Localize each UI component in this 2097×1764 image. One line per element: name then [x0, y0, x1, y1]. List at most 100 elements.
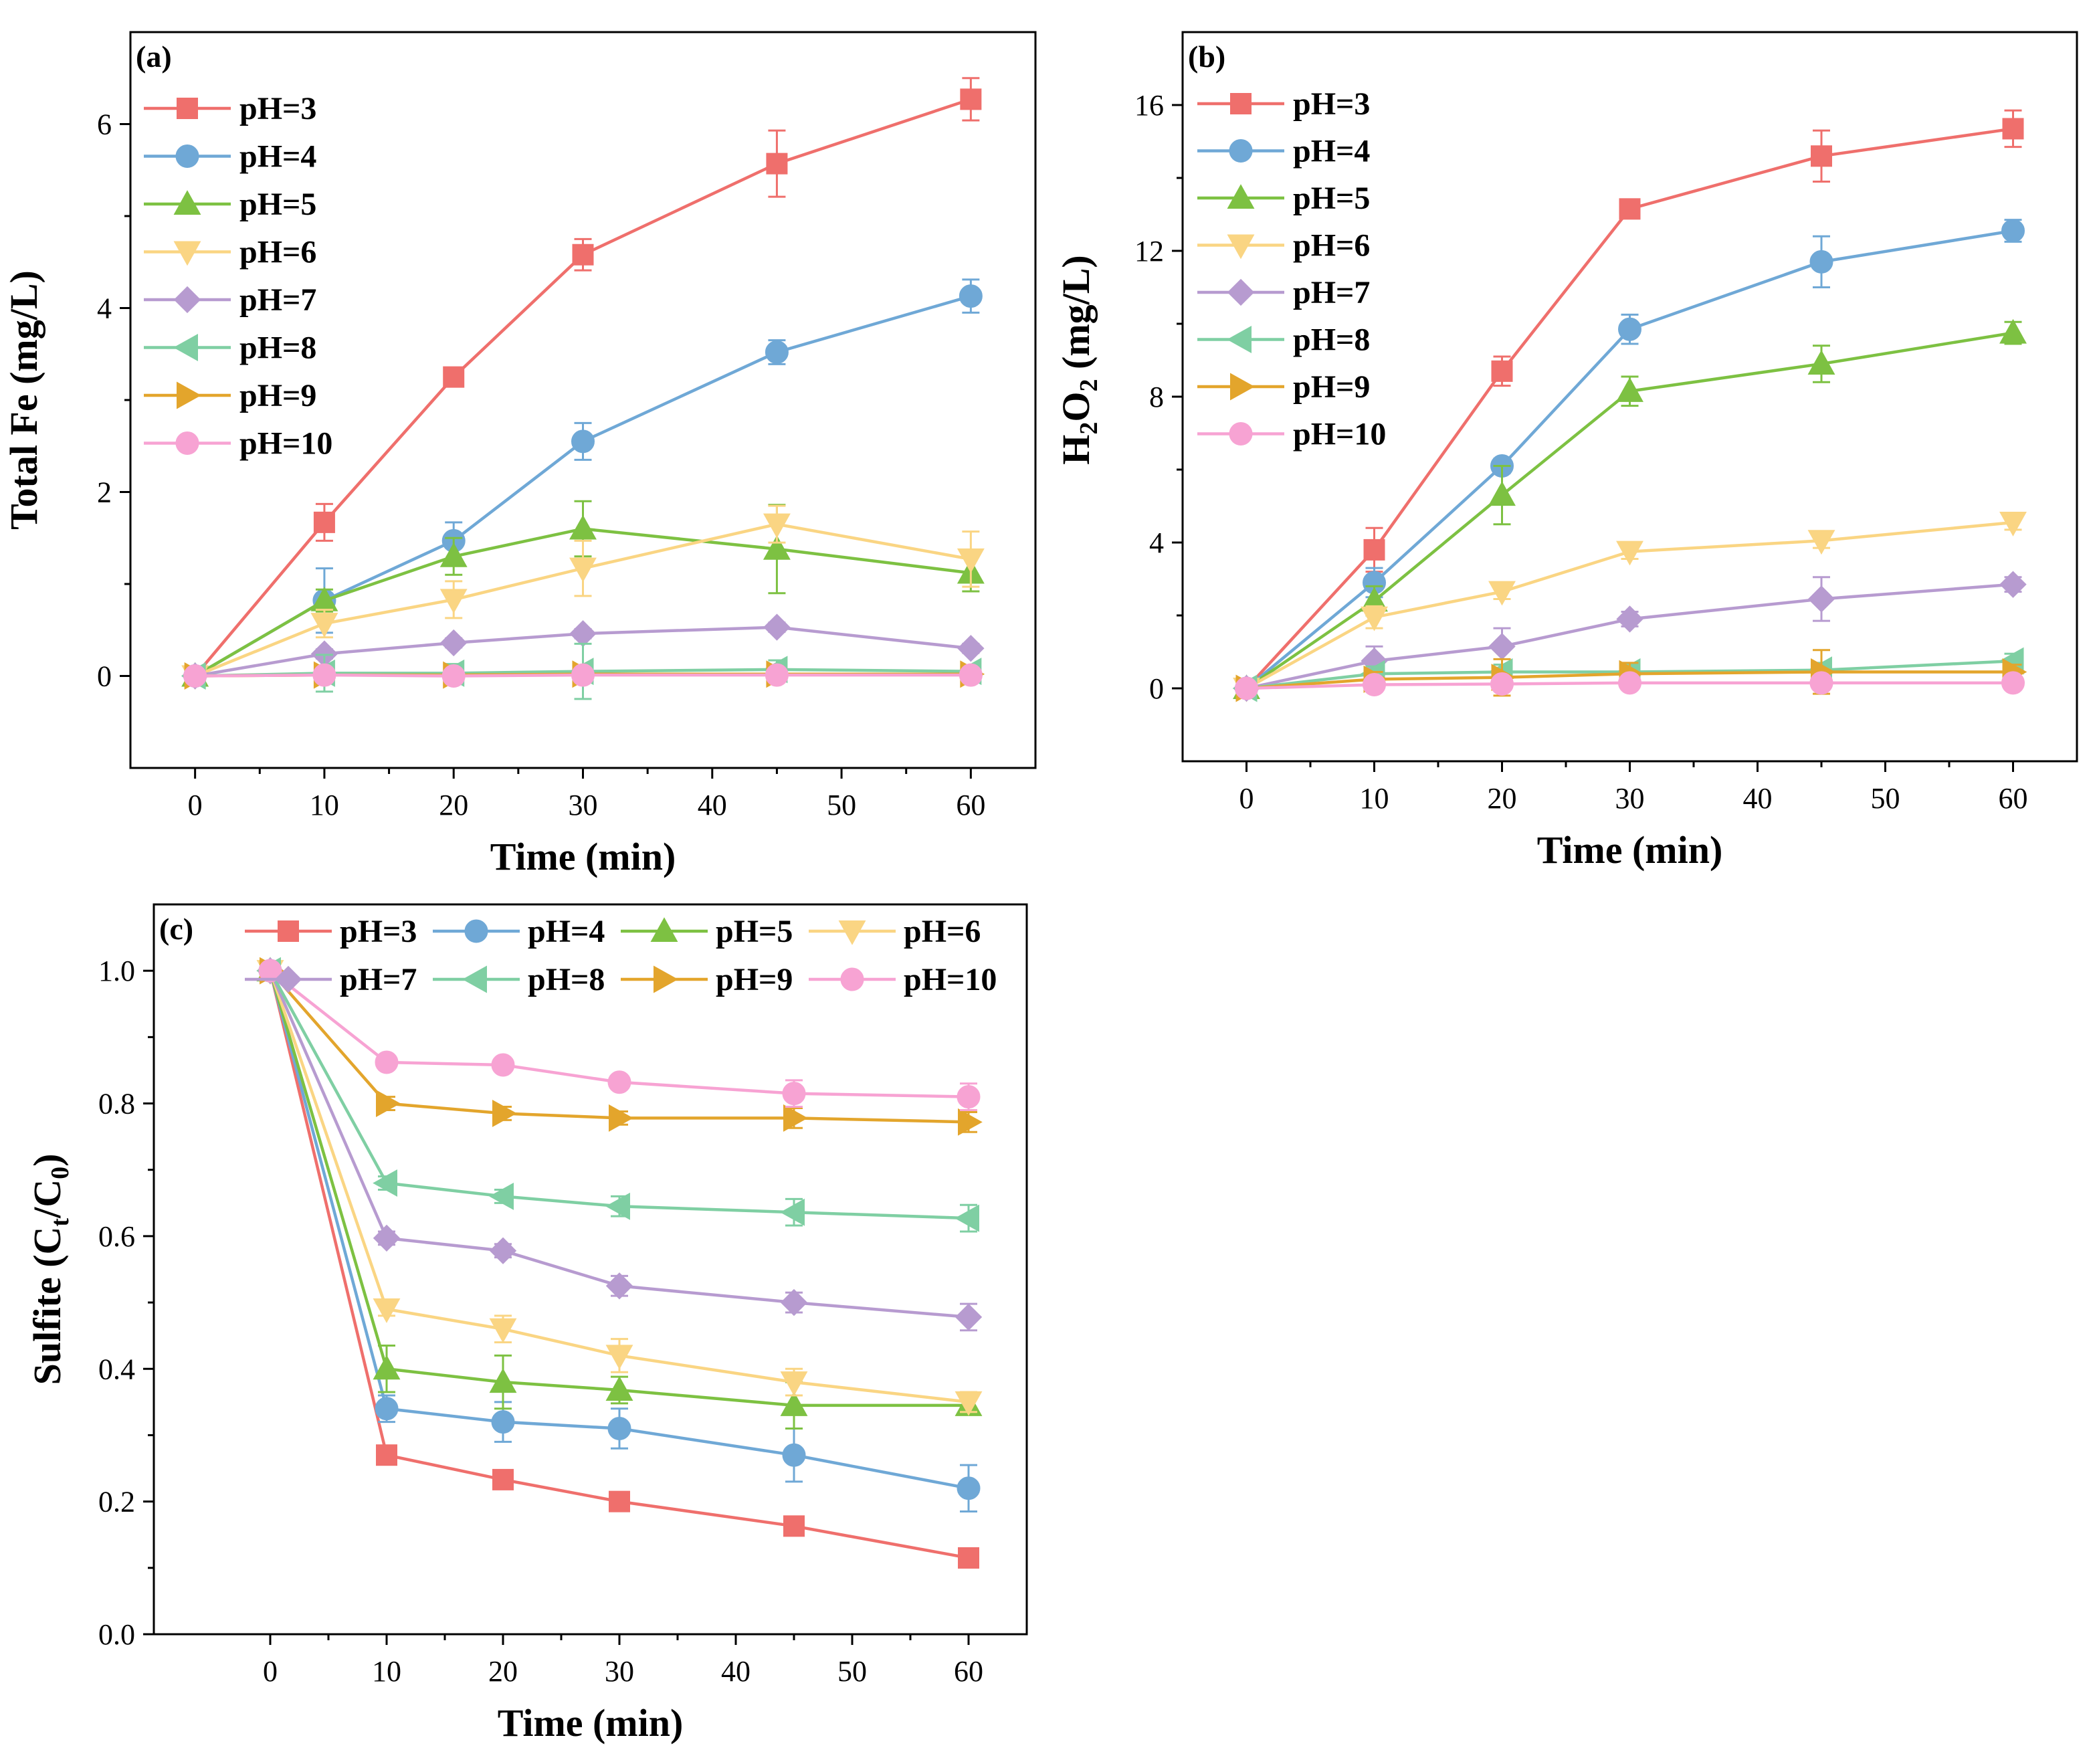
- y-tick-label: 6: [97, 108, 112, 141]
- data-point: [780, 1371, 808, 1396]
- legend-marker: [177, 98, 198, 119]
- y-axis-title-part: 0: [46, 1167, 74, 1179]
- series-line: [1246, 670, 2013, 690]
- data-point: [959, 663, 983, 687]
- x-tick-label: 0: [263, 1655, 278, 1688]
- data-point: [1488, 481, 1516, 506]
- data-point: [782, 1082, 806, 1106]
- data-point: [1807, 530, 1835, 555]
- data-point: [569, 514, 597, 540]
- data-point: [569, 557, 597, 583]
- legend: pH=3 pH=4 pH=5 pH=6 pH=7 pH=8 pH=9 pH=10: [144, 91, 332, 462]
- data-point: [1363, 538, 1385, 561]
- y-axis-title-part: 2: [1075, 379, 1103, 392]
- data-point: [373, 1298, 401, 1323]
- y-axis-title-part: 2: [1075, 422, 1103, 435]
- legend-marker: [840, 967, 864, 991]
- data-point: [609, 1104, 633, 1132]
- series-pH=6: [1233, 512, 2027, 702]
- data-point: [959, 284, 983, 308]
- y-tick-label: 0: [1149, 672, 1164, 705]
- series-line: [195, 668, 971, 678]
- data-point: [1807, 585, 1835, 613]
- series-line: [1245, 127, 2013, 690]
- data-point: [1999, 512, 2027, 536]
- x-tick-label: 10: [372, 1655, 401, 1688]
- y-axis-title-part: t: [46, 1218, 74, 1227]
- series-line: [195, 625, 971, 678]
- data-point: [489, 1237, 517, 1264]
- data-point: [2001, 219, 2025, 243]
- y-tick-label: 0.0: [98, 1618, 135, 1651]
- y-tick-label: 0.2: [98, 1486, 135, 1518]
- data-point: [489, 1182, 514, 1210]
- y-tick-label: 0.4: [98, 1353, 135, 1385]
- y-axis-title-part: /C: [25, 1179, 69, 1219]
- legend-marker: [1229, 139, 1253, 163]
- data-point: [376, 1090, 401, 1117]
- series-pH=10: [258, 959, 981, 1111]
- data-point: [605, 1345, 633, 1370]
- x-tick-label: 20: [439, 789, 468, 821]
- data-point: [492, 1099, 517, 1127]
- legend-label: pH=9: [1293, 369, 1370, 405]
- data-point: [780, 1288, 808, 1316]
- legend-label: pH=10: [904, 962, 997, 997]
- x-axis-title: Time (min): [490, 835, 676, 878]
- series-pH=10: [183, 663, 983, 688]
- legend-marker: [175, 144, 199, 168]
- data-point: [440, 629, 468, 657]
- series-line: [1246, 583, 2013, 690]
- data-point: [1616, 605, 1643, 633]
- legend-label: pH=5: [716, 914, 793, 949]
- data-point: [491, 1410, 515, 1434]
- data-point: [569, 620, 597, 648]
- data-point: [783, 1104, 808, 1132]
- data-point: [441, 664, 466, 688]
- series-line: [269, 969, 969, 1098]
- legend-marker: [278, 920, 299, 942]
- data-point: [439, 589, 468, 614]
- data-point: [1361, 606, 1388, 631]
- legend-label: pH=10: [239, 426, 332, 462]
- x-tick-label: 60: [1999, 782, 2028, 815]
- legend-marker: [173, 190, 201, 215]
- data-point: [1619, 198, 1641, 220]
- y-tick-label: 16: [1134, 89, 1164, 122]
- data-point: [1811, 145, 1832, 167]
- data-point: [960, 88, 982, 110]
- legend-label: pH=8: [528, 962, 605, 997]
- data-point: [958, 1547, 979, 1569]
- legend-label: pH=6: [239, 235, 316, 270]
- panel-label: (c): [159, 912, 193, 946]
- x-tick-label: 40: [1743, 782, 1773, 815]
- y-tick-label: 2: [97, 476, 112, 509]
- y-tick-label: 4: [97, 292, 112, 325]
- legend-label: pH=6: [904, 914, 981, 949]
- legend-label: pH=4: [528, 914, 605, 949]
- legend-marker: [650, 917, 678, 942]
- series-line: [268, 970, 969, 1404]
- series-pH=4: [258, 959, 981, 1513]
- data-point: [957, 635, 985, 662]
- legend-label: pH=9: [239, 378, 316, 413]
- legend-marker: [173, 241, 201, 266]
- data-point: [1809, 671, 1833, 695]
- x-tick-label: 30: [605, 1655, 634, 1688]
- y-tick-label: 1.0: [98, 955, 135, 987]
- legend-marker: [462, 965, 487, 993]
- data-point: [1235, 676, 1258, 700]
- y-axis-title: Sulfite (Ct/C0): [25, 1154, 74, 1385]
- panel-label: (b): [1188, 39, 1225, 74]
- chart-panel-3: 0 10 20 30 40 50 60 0.0 0.2 0.4 0.6 0.8 1.0 Time (min…: [25, 903, 1028, 1745]
- legend-label: pH=3: [239, 91, 316, 126]
- y-axis-title-part: Sulfite (C: [25, 1227, 69, 1385]
- data-point: [439, 542, 468, 567]
- data-point: [312, 663, 336, 687]
- series-line: [269, 970, 969, 1220]
- legend-marker: [1227, 278, 1255, 306]
- y-tick-label: 0.6: [98, 1220, 135, 1253]
- data-point: [609, 1490, 630, 1512]
